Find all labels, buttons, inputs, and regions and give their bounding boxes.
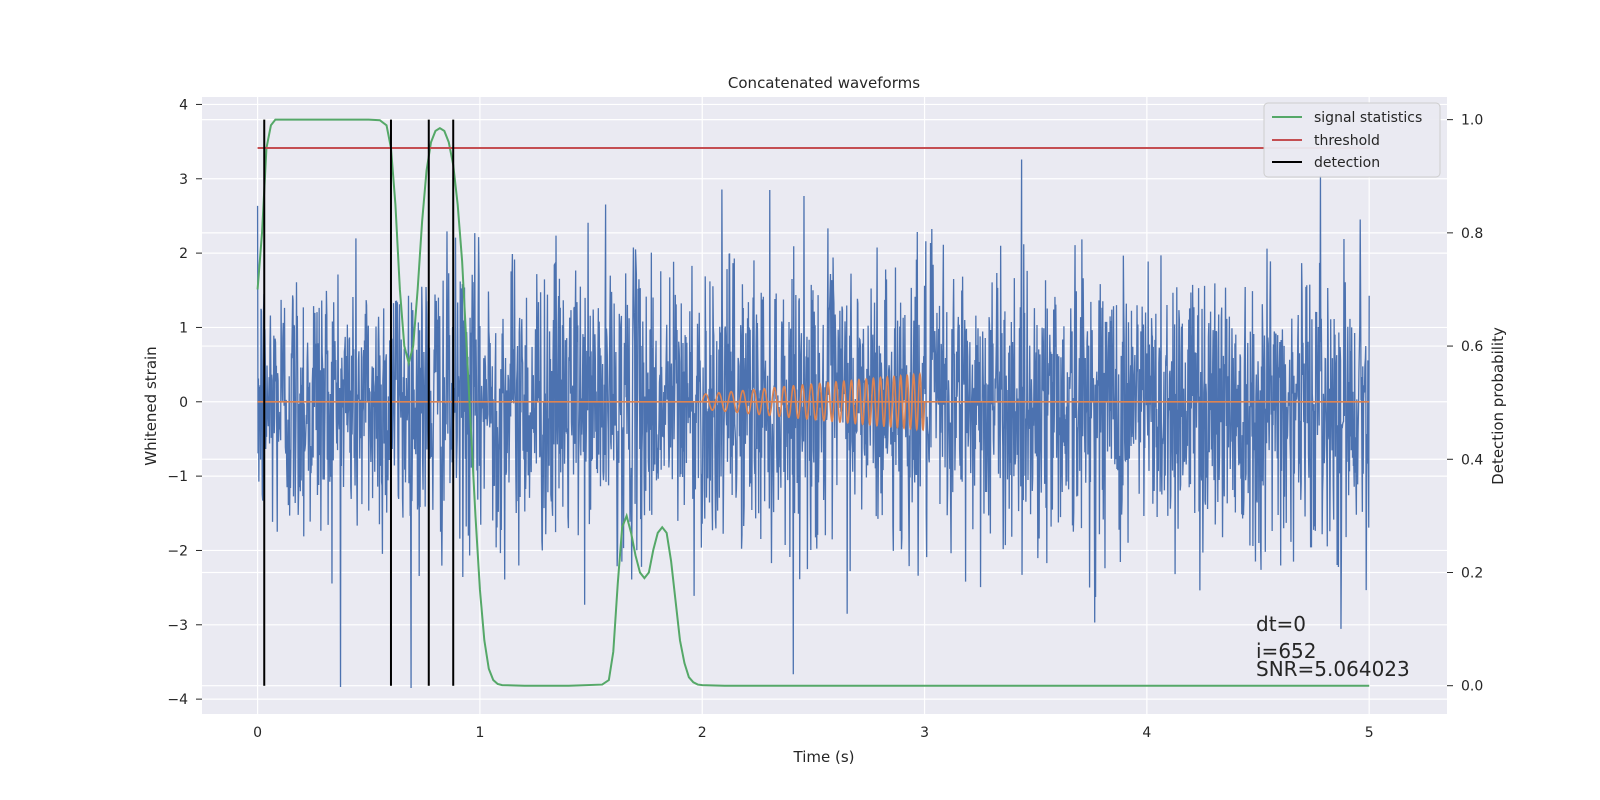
x-tick-label: 4: [1142, 725, 1151, 741]
axes-layer: 0 1 2 3 4 5 −4 −3 −2 −1 0 1 2 3 4 0.0 0.2 0.4 0.6 0.8 1.0: [167, 97, 1483, 741]
legend-label-threshold: threshold: [1314, 133, 1380, 149]
annotation-snr: SNR=5.064023: [1256, 657, 1410, 681]
y2-tick-label: 0.4: [1461, 452, 1483, 468]
legend: signal statistics threshold detection: [1263, 102, 1441, 178]
y-axis-label: Whitened strain: [142, 346, 160, 465]
x-tick-label: 2: [698, 725, 707, 741]
x-tick-label: 1: [475, 725, 484, 741]
legend-label-detection: detection: [1314, 155, 1380, 171]
chart-title: Concatenated waveforms: [728, 74, 920, 92]
injected-waveform-line: [701, 371, 926, 432]
y-tick-label: 2: [179, 246, 188, 262]
x-tick-label: 5: [1365, 725, 1374, 741]
y-tick-label: −4: [167, 692, 188, 708]
signal-statistics-line: [256, 118, 1370, 687]
y-tick-label: −2: [167, 543, 188, 559]
y2-tick-label: 0.8: [1461, 226, 1483, 242]
y-tick-label: −3: [167, 618, 188, 634]
y-tick-label: 0: [179, 395, 188, 411]
y-tick-label: −1: [167, 469, 188, 485]
y2-tick-label: 0.2: [1461, 565, 1483, 581]
y2-tick-label: 1.0: [1461, 113, 1483, 129]
y2-tick-label: 0.0: [1461, 679, 1483, 695]
strain-noise-line: [256, 159, 1370, 688]
y-tick-label: 3: [179, 172, 188, 188]
x-axis-label: Time (s): [793, 748, 855, 766]
y2-axis-label: Detection probability: [1489, 327, 1507, 485]
x-tick-label: 3: [920, 725, 929, 741]
y2-tick-label: 0.6: [1461, 339, 1483, 355]
y-tick-label: 1: [179, 320, 188, 336]
x-tick-label: 0: [253, 725, 262, 741]
series-layer: [256, 118, 1370, 688]
annotation-dt: dt=0: [1256, 612, 1306, 636]
annotation-index: i=652: [1256, 639, 1317, 663]
legend-label-signal-statistics: signal statistics: [1314, 110, 1422, 126]
legend-box: [1263, 102, 1441, 178]
y-tick-label: 4: [179, 97, 188, 113]
